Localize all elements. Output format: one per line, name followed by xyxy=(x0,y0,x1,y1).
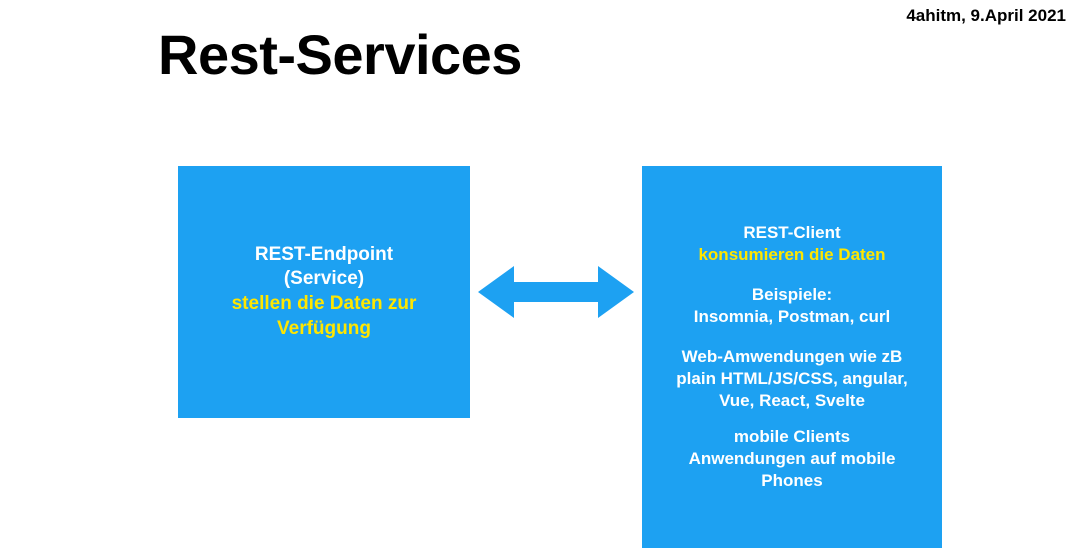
client-line5: Web-Amwendungen wie zB xyxy=(682,346,903,368)
endpoint-box: REST-Endpoint (Service) stellen die Date… xyxy=(178,166,470,418)
client-line9: Anwendungen auf mobile xyxy=(689,448,896,470)
endpoint-line4: Verfügung xyxy=(277,317,371,342)
endpoint-line3: stellen die Daten zur xyxy=(232,292,417,317)
endpoint-line1: REST-Endpoint xyxy=(255,243,393,268)
client-line8: mobile Clients xyxy=(734,426,850,448)
header-note: 4ahitm, 9.April 2021 xyxy=(906,6,1066,26)
client-line10: Phones xyxy=(761,470,822,492)
page-title: Rest-Services xyxy=(158,22,522,87)
client-line6: plain HTML/JS/CSS, angular, xyxy=(676,368,907,390)
client-line7: Vue, React, Svelte xyxy=(719,390,865,412)
client-line2: konsumieren die Daten xyxy=(698,244,885,266)
bidirectional-arrow xyxy=(478,262,634,322)
double-arrow-icon xyxy=(478,262,634,322)
client-line4: Insomnia, Postman, curl xyxy=(694,306,891,328)
arrow-shape xyxy=(478,266,634,318)
client-box: REST-Client konsumieren die Daten Beispi… xyxy=(642,166,942,548)
client-line1: REST-Client xyxy=(743,222,840,244)
diagram: REST-Endpoint (Service) stellen die Date… xyxy=(0,166,1076,560)
endpoint-line2: (Service) xyxy=(284,267,364,292)
client-line3: Beispiele: xyxy=(752,284,832,306)
